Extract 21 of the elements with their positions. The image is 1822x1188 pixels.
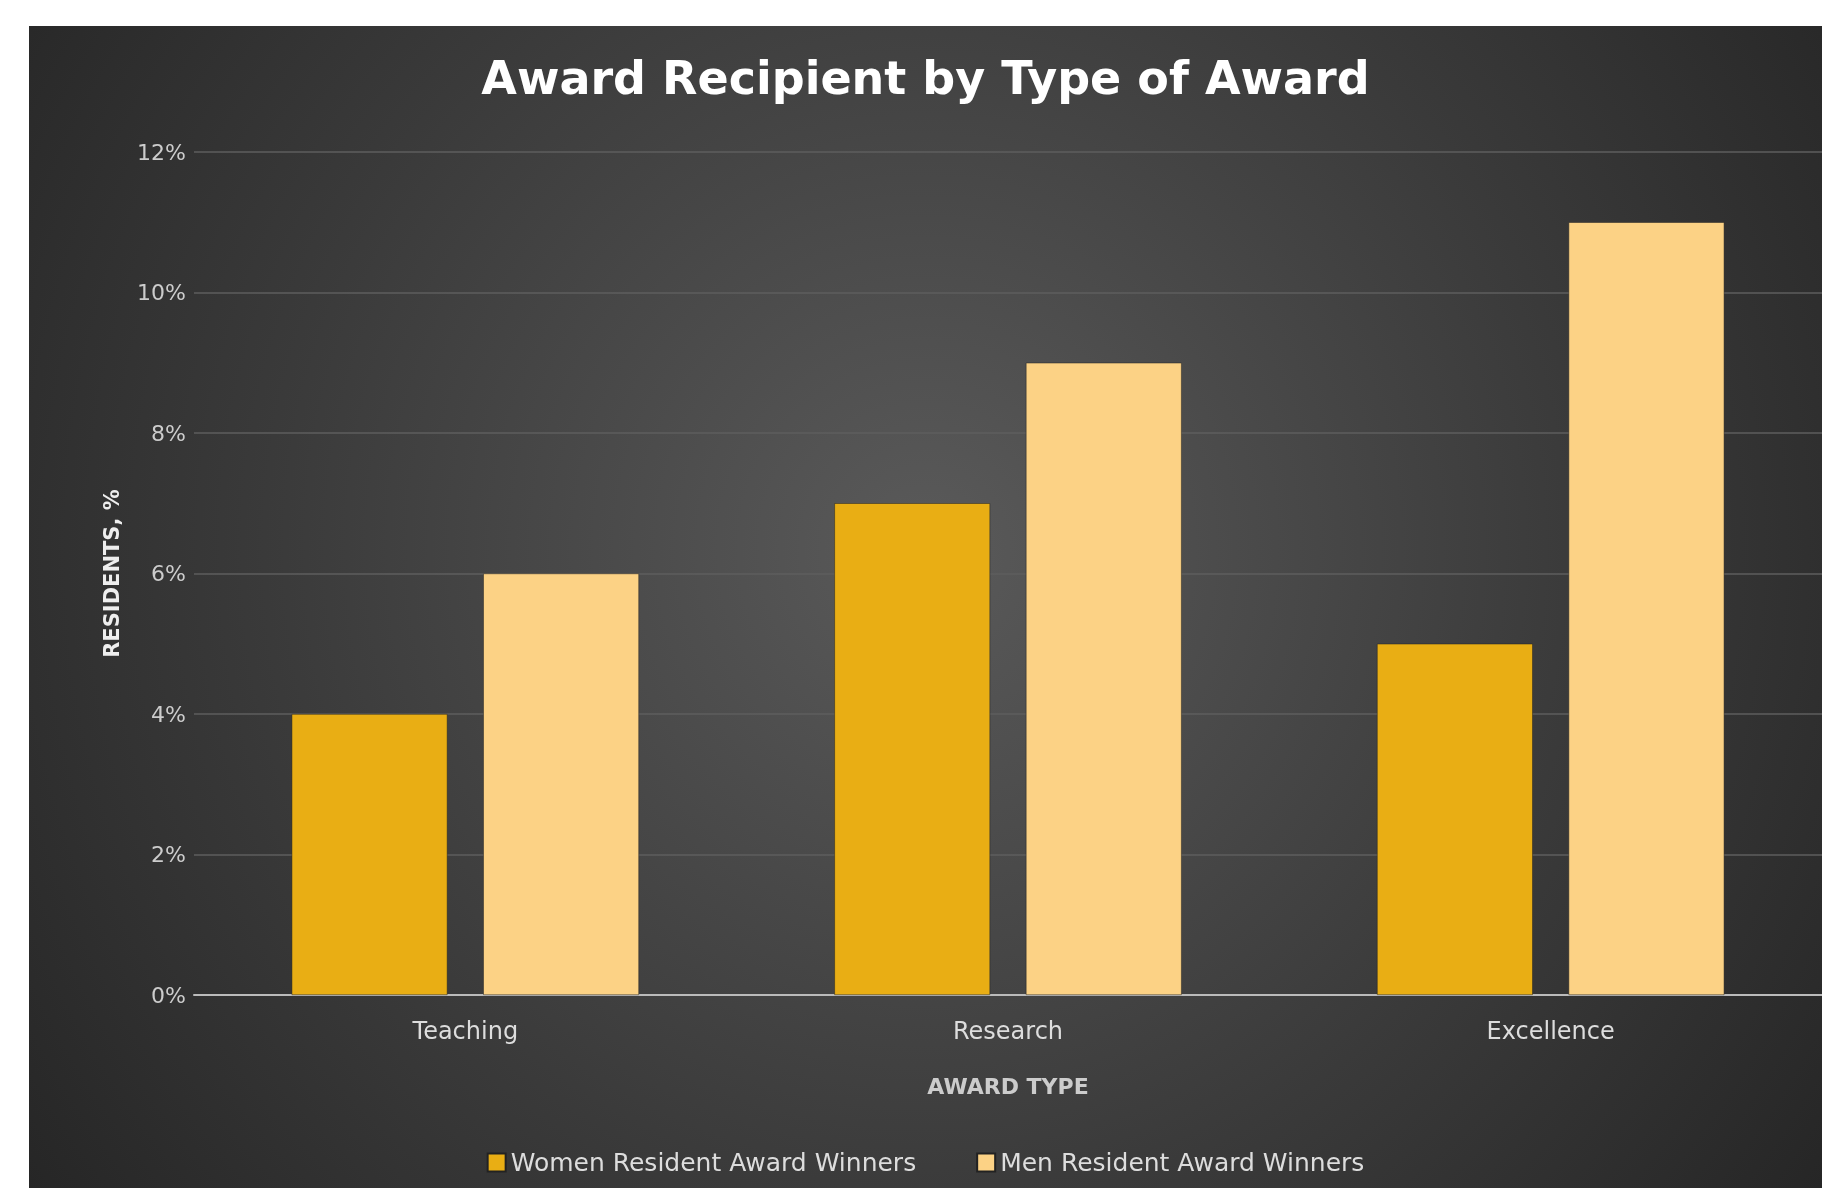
bar [483,573,639,995]
y-axis-title: RESIDENTS, % [99,489,124,658]
bar [1377,643,1533,995]
chart-title: Award Recipient by Type of Award [481,51,1370,105]
y-tick-label: 4% [151,701,186,727]
bar [834,503,991,995]
legend-label: Men Resident Award Winners [1000,1148,1365,1177]
y-tick-label: 10% [137,280,186,305]
y-tick-label: 12% [137,139,186,165]
bar [1568,222,1725,995]
bar [1025,362,1182,995]
y-tick-label: 0% [151,982,186,1008]
x-tick-label: Excellence [1486,1017,1615,1045]
y-tick-label: 2% [151,842,186,867]
x-tick-label: Teaching [411,1017,519,1045]
x-tick-label: Research [952,1017,1064,1045]
x-axis-title: AWARD TYPE [927,1073,1089,1099]
bar [291,714,448,995]
y-tick-label: 8% [151,420,186,446]
y-tick-label: 6% [151,561,186,586]
legend-label: Women Resident Award Winners [510,1148,917,1177]
